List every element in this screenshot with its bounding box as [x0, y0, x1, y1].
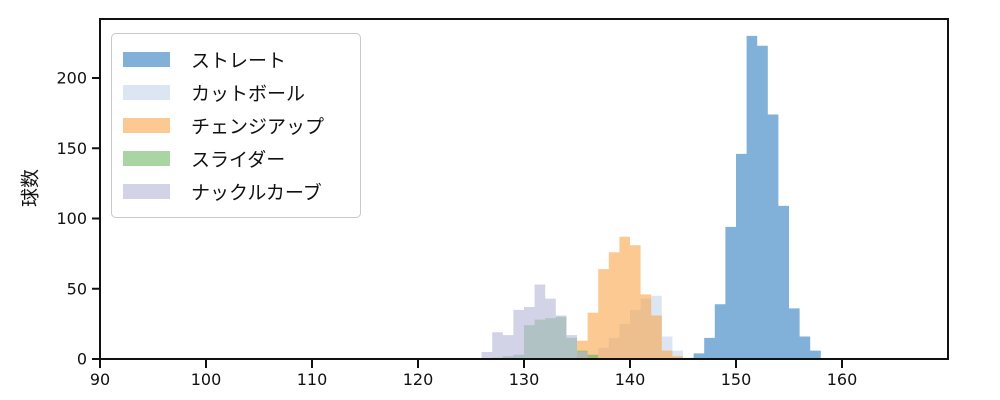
y-tick-label: 150	[56, 139, 87, 158]
legend-swatch-icon	[123, 184, 170, 199]
x-tick-label: 100	[191, 370, 222, 389]
legend-item-3: スライダー	[123, 142, 346, 175]
x-tick-label: 130	[509, 370, 540, 389]
hist-series-0	[693, 35, 821, 360]
x-tick-label: 150	[721, 370, 752, 389]
legend-item-0: ストレート	[123, 43, 346, 76]
y-tick-label: 100	[56, 209, 87, 228]
legend-label: ナックルカーブ	[191, 182, 322, 204]
legend-item-1: カットボール	[123, 76, 346, 109]
x-tick-label: 140	[615, 370, 646, 389]
axes-frame	[99, 18, 949, 360]
hist-series-2	[577, 236, 683, 359]
legend-swatch-icon	[123, 118, 170, 133]
y-tick-label: 200	[56, 69, 87, 88]
legend-item-4: ナックルカーブ	[123, 175, 346, 208]
legend-label: カットボール	[191, 83, 306, 105]
legend-item-2: チェンジアップ	[123, 109, 346, 142]
y-tick-label: 50	[67, 279, 87, 298]
legend: ストレートカットボール チェンジアップ スライダーナックルカーブ	[111, 33, 361, 218]
legend-label: チェンジアップ	[191, 116, 325, 138]
x-tick-label: 110	[297, 370, 328, 389]
x-tick-label: 160	[827, 370, 858, 389]
x-tick-label: 120	[403, 370, 434, 389]
y-axis-label: 球数	[19, 168, 42, 208]
legend-label: ストレート	[191, 50, 287, 72]
x-tick-label: 90	[90, 370, 110, 389]
legend-swatch-icon	[123, 151, 170, 166]
legend-label: スライダー	[191, 149, 286, 171]
legend-swatch-icon	[123, 85, 170, 100]
y-tick-label: 0	[77, 350, 87, 369]
legend-swatch-icon	[123, 52, 170, 67]
hist-series-4	[481, 284, 588, 359]
